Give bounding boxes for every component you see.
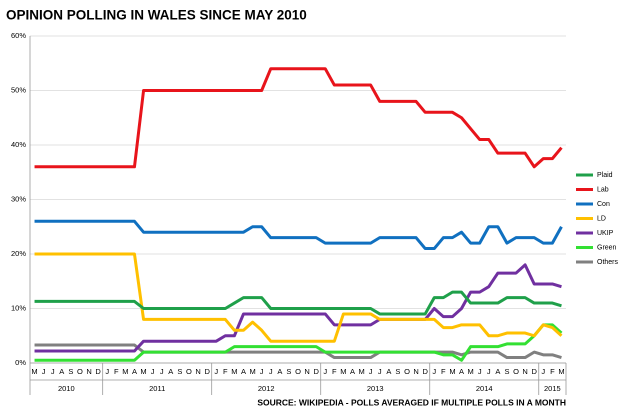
y-tick-label: 40% [11, 140, 26, 149]
x-tick-label: J [541, 367, 545, 376]
x-tick-label: D [313, 367, 319, 376]
x-tick-label: J [432, 367, 436, 376]
year-label: 2015 [544, 384, 561, 393]
x-tick-label: M [449, 367, 455, 376]
x-tick-label: S [68, 367, 73, 376]
year-label: 2010 [58, 384, 75, 393]
legend-label: Con [597, 201, 610, 208]
x-tick-label: N [413, 367, 418, 376]
x-tick-label: J [378, 367, 382, 376]
x-tick-label: A [350, 367, 355, 376]
x-tick-label: M [340, 367, 346, 376]
x-tick-label: A [241, 367, 246, 376]
x-tick-label: J [151, 367, 155, 376]
series-line [34, 263, 562, 353]
y-tick-label: 50% [11, 85, 26, 94]
x-tick-label: D [95, 367, 101, 376]
x-tick-label: A [459, 367, 464, 376]
series-line [34, 252, 563, 343]
x-tick-label: J [51, 367, 55, 376]
x-tick-label: A [277, 367, 282, 376]
x-tick-label: M [249, 367, 255, 376]
x-tick-label: O [404, 367, 410, 376]
x-tick-label: S [286, 367, 291, 376]
year-label: 2012 [258, 384, 275, 393]
x-tick-label: F [550, 367, 555, 376]
y-tick-label: 0% [15, 358, 26, 367]
y-tick-label: 10% [11, 303, 26, 312]
year-label: 2013 [367, 384, 384, 393]
legend-label: Green [597, 244, 617, 251]
source-note: SOURCE: WIKIPEDIA - POLLS AVERAGED IF MU… [257, 397, 566, 407]
x-tick-label: A [168, 367, 173, 376]
x-tick-label: F [332, 367, 337, 376]
x-tick-label: F [441, 367, 446, 376]
series-line [34, 290, 562, 316]
x-tick-label: N [522, 367, 527, 376]
series-line [34, 343, 562, 360]
x-tick-label: A [132, 367, 137, 376]
x-tick-label: S [177, 367, 182, 376]
year-label: 2014 [476, 384, 493, 393]
x-tick-label: J [214, 367, 218, 376]
x-tick-label: J [323, 367, 327, 376]
x-tick-label: M [140, 367, 146, 376]
x-tick-label: A [495, 367, 500, 376]
y-tick-label: 60% [11, 31, 26, 40]
x-tick-label: S [504, 367, 509, 376]
x-tick-label: N [86, 367, 91, 376]
x-tick-label: A [59, 367, 64, 376]
x-tick-label: M [31, 367, 37, 376]
legend-label: LD [597, 215, 606, 222]
x-tick-label: N [304, 367, 309, 376]
x-tick-label: J [260, 367, 264, 376]
series-line [34, 67, 563, 169]
x-tick-label: M [358, 367, 364, 376]
x-tick-label: O [295, 367, 301, 376]
x-tick-label: F [114, 367, 119, 376]
legend-label: Others [597, 259, 619, 266]
series-line [34, 323, 563, 362]
legend-label: Plaid [597, 172, 613, 179]
x-tick-label: M [467, 367, 473, 376]
legend-label: UKIP [597, 230, 614, 237]
x-tick-label: J [269, 367, 273, 376]
x-tick-label: D [422, 367, 428, 376]
x-tick-label: J [42, 367, 46, 376]
x-tick-label: M [558, 367, 564, 376]
x-tick-label: M [122, 367, 128, 376]
x-tick-label: O [186, 367, 192, 376]
x-tick-label: S [395, 367, 400, 376]
x-tick-label: F [223, 367, 228, 376]
x-tick-label: D [204, 367, 210, 376]
x-tick-label: M [231, 367, 237, 376]
x-tick-label: O [513, 367, 519, 376]
x-tick-label: J [478, 367, 482, 376]
x-tick-label: J [105, 367, 109, 376]
x-tick-label: J [487, 367, 491, 376]
y-tick-label: 20% [11, 249, 26, 258]
x-tick-label: J [160, 367, 164, 376]
x-tick-label: N [195, 367, 200, 376]
chart-title: OPINION POLLING IN WALES SINCE MAY 2010 [6, 8, 307, 23]
x-tick-label: A [386, 367, 391, 376]
legend-label: Lab [597, 186, 609, 193]
year-label: 2011 [149, 384, 165, 393]
x-tick-label: D [531, 367, 537, 376]
series-line [34, 219, 563, 251]
y-tick-label: 30% [11, 194, 26, 203]
x-tick-label: J [369, 367, 373, 376]
x-tick-label: O [77, 367, 83, 376]
